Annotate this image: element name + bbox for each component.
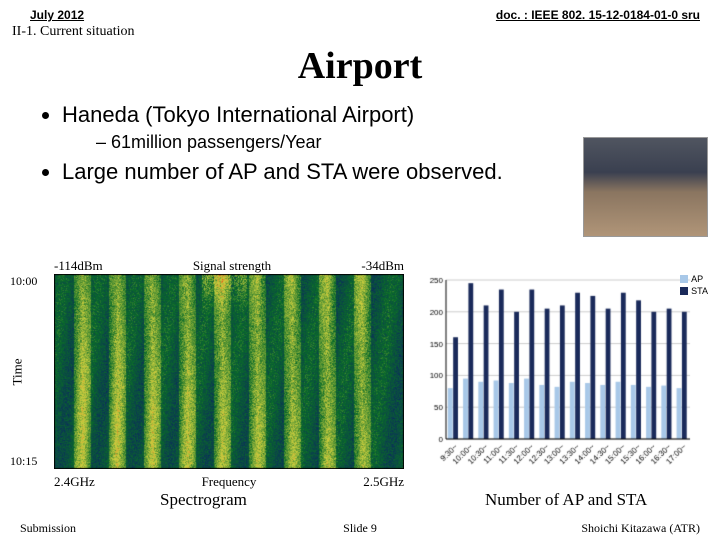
airport-photo xyxy=(583,137,708,237)
freq-axis-label: Frequency xyxy=(202,474,257,490)
time-axis-title: Time xyxy=(9,359,25,386)
spectrogram-title: Spectrogram xyxy=(160,490,247,510)
barchart-legend: AP STA xyxy=(680,274,708,298)
legend-ap: AP xyxy=(691,274,703,284)
freq-max-label: 2.5GHz xyxy=(363,474,404,490)
page-title: Airport xyxy=(0,44,720,88)
footer-right: Shoichi Kitazawa (ATR) xyxy=(581,521,700,536)
barchart-title: Number of AP and STA xyxy=(485,490,647,510)
spectrogram-chart xyxy=(54,274,404,469)
signal-min-label: -114dBm xyxy=(54,258,103,274)
footer-center: Slide 9 xyxy=(343,521,377,536)
time-end-label: 10:15 xyxy=(10,454,37,469)
barchart xyxy=(418,274,718,469)
time-start-label: 10:00 xyxy=(10,274,37,289)
header-date: July 2012 xyxy=(30,8,84,22)
bullet-1: Haneda (Tokyo International Airport) xyxy=(62,102,720,128)
charts-region: -114dBm Signal strength -34dBm 10:00 Tim… xyxy=(10,258,710,498)
section-label: II-1. Current situation xyxy=(0,24,720,40)
freq-min-label: 2.4GHz xyxy=(54,474,95,490)
header-docid: doc. : IEEE 802. 15-12-0184-01-0 sru xyxy=(496,8,700,22)
signal-strength-label: Signal strength xyxy=(193,258,271,274)
footer-left: Submission xyxy=(20,521,76,536)
signal-max-label: -34dBm xyxy=(361,258,404,274)
legend-sta: STA xyxy=(691,286,708,296)
